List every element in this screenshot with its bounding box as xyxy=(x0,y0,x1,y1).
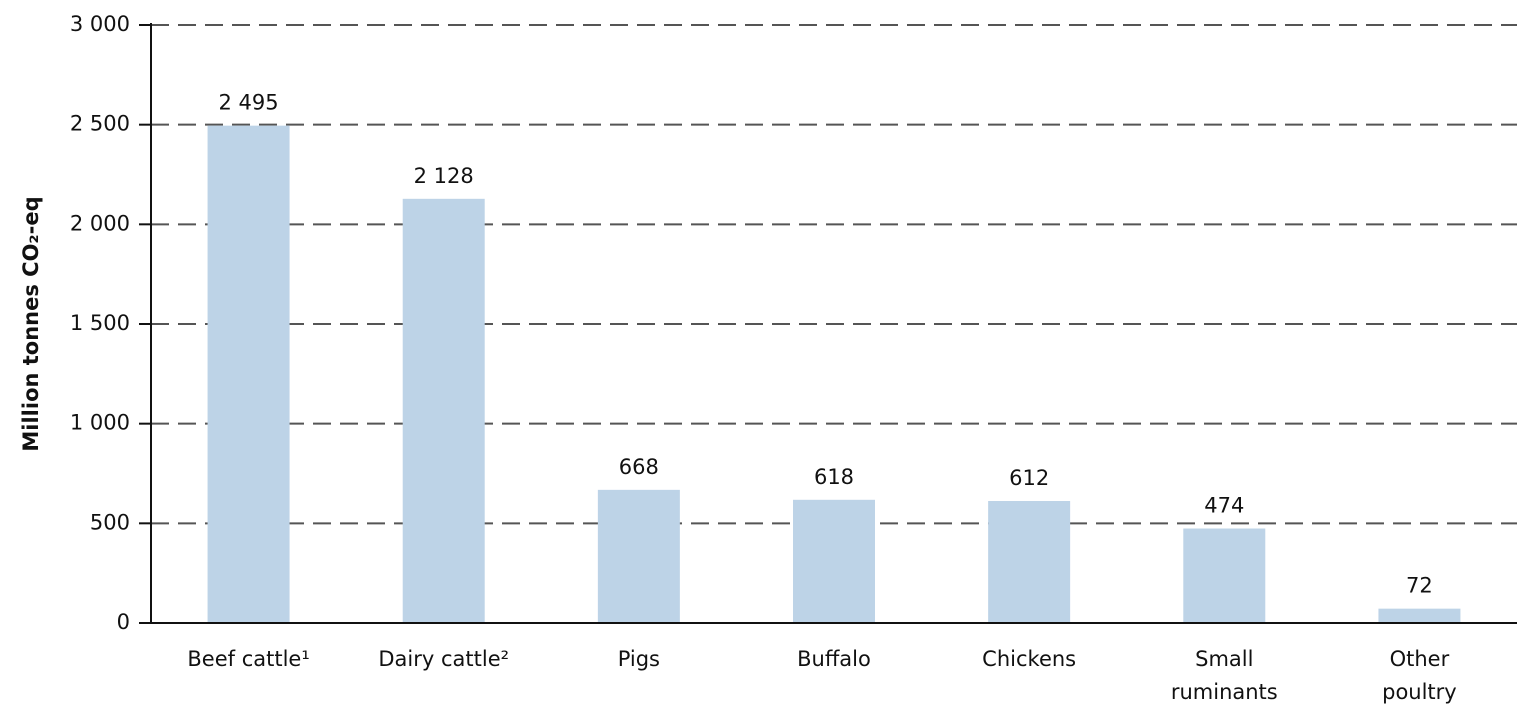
bar xyxy=(1378,608,1461,623)
bar xyxy=(793,499,875,623)
x-tick-label: Other poultry xyxy=(1382,647,1457,704)
y-tick-label: 2 500 xyxy=(70,112,130,136)
x-tick-label: Small ruminants xyxy=(1171,647,1278,704)
x-tick-label: Buffalo xyxy=(797,647,871,671)
value-label: 2 128 xyxy=(414,164,474,188)
x-tick-label: Beef cattle¹ xyxy=(187,647,309,671)
y-tick-label: 0 xyxy=(117,610,130,634)
value-label: 668 xyxy=(619,455,659,479)
x-tick-label: Pigs xyxy=(618,647,660,671)
value-label: 618 xyxy=(814,465,854,489)
x-tick-label: Chickens xyxy=(982,647,1076,671)
bar xyxy=(1183,528,1266,623)
y-tick-label: 3 000 xyxy=(70,12,130,36)
value-label: 474 xyxy=(1204,494,1244,518)
bar xyxy=(207,125,290,623)
bar xyxy=(988,501,1071,623)
value-label: 72 xyxy=(1406,574,1433,598)
y-axis-label: Million tonnes CO₂-eq xyxy=(19,196,43,451)
y-tick-label: 1 000 xyxy=(70,411,130,435)
y-tick-label: 500 xyxy=(90,510,130,534)
value-label: 2 495 xyxy=(219,91,279,115)
y-tick-label: 2 000 xyxy=(70,211,130,235)
x-tick-label: Dairy cattle² xyxy=(378,647,509,671)
value-label: 612 xyxy=(1009,466,1049,490)
bar xyxy=(402,198,485,623)
bar xyxy=(597,489,680,623)
y-tick-label: 1 500 xyxy=(70,311,130,335)
